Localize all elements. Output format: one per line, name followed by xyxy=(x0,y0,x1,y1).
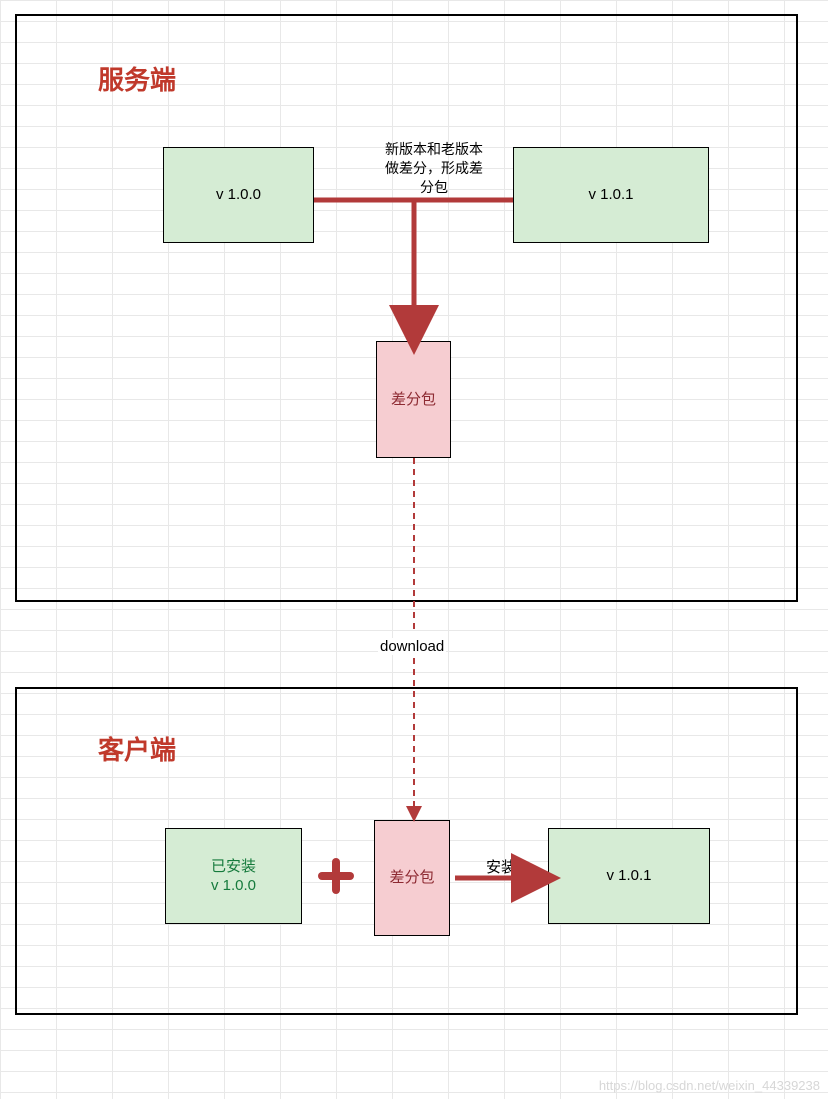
server-v100-label: v 1.0.0 xyxy=(216,185,261,205)
client-title: 客户端 xyxy=(98,730,176,767)
diff-desc-line2: 做差分，形成差 xyxy=(364,159,504,178)
server-title: 服务端 xyxy=(98,60,176,97)
diff-desc-line1: 新版本和老版本 xyxy=(364,140,504,159)
server-v100-box: v 1.0.0 xyxy=(163,147,314,243)
server-diff-pkg-box: 差分包 xyxy=(376,341,451,458)
watermark: https://blog.csdn.net/weixin_44339238 xyxy=(599,1078,820,1093)
client-installed-box: 已安装 v 1.0.0 xyxy=(165,828,302,924)
server-panel xyxy=(15,14,798,602)
install-label: 安装 xyxy=(486,856,516,877)
client-installed-label2: v 1.0.0 xyxy=(211,876,256,896)
server-v101-label: v 1.0.1 xyxy=(588,185,633,205)
client-diff-pkg-box: 差分包 xyxy=(374,820,450,936)
diff-description: 新版本和老版本 做差分，形成差 分包 xyxy=(364,140,504,197)
server-diff-pkg-label: 差分包 xyxy=(391,390,436,410)
client-v101-box: v 1.0.1 xyxy=(548,828,710,924)
download-label: download xyxy=(378,638,446,655)
client-diff-pkg-label: 差分包 xyxy=(389,868,434,888)
diff-desc-line3: 分包 xyxy=(364,178,504,197)
client-v101-label: v 1.0.1 xyxy=(606,866,651,886)
server-v101-box: v 1.0.1 xyxy=(513,147,709,243)
client-installed-label1: 已安装 xyxy=(211,857,256,877)
